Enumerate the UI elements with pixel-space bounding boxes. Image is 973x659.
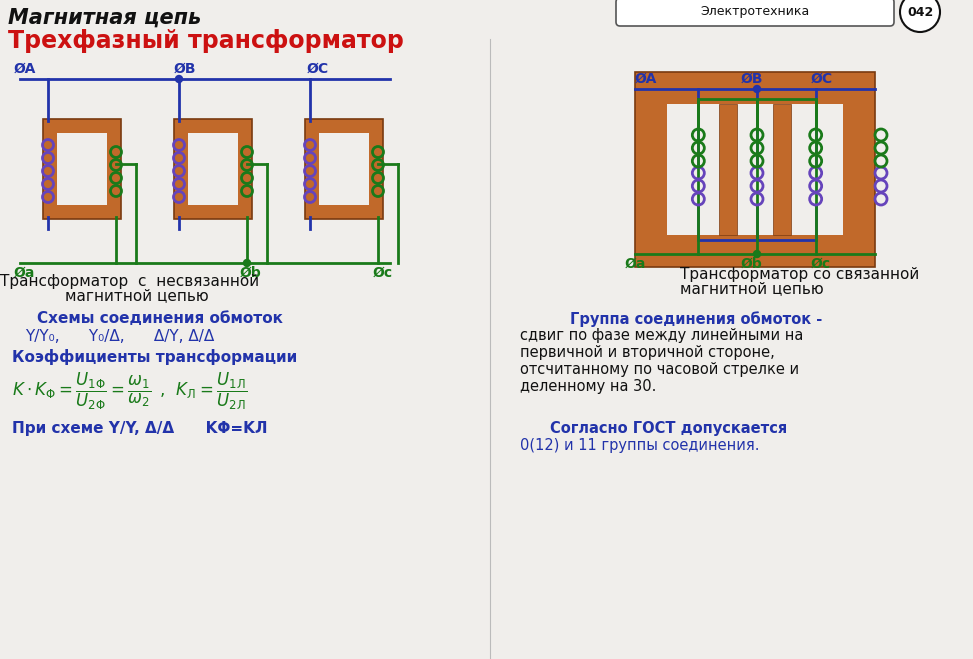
Text: Трехфазный трансформатор: Трехфазный трансформатор: [8, 29, 404, 53]
Bar: [719, 103, 737, 235]
Bar: [635, 71, 875, 266]
Bar: [667, 103, 843, 235]
Text: Группа соединения обмоток -: Группа соединения обмоток -: [570, 311, 822, 327]
Bar: [305, 119, 383, 219]
Text: магнитной цепью: магнитной цепью: [65, 288, 208, 303]
Text: 0(12) и 11 группы соединения.: 0(12) и 11 группы соединения.: [520, 438, 760, 453]
Circle shape: [243, 260, 250, 266]
Text: сдвиг по фазе между линейными на: сдвиг по фазе между линейными на: [520, 328, 804, 343]
Text: Схемы соединения обмоток: Схемы соединения обмоток: [37, 311, 283, 326]
Text: первичной и вторичной стороне,: первичной и вторичной стороне,: [520, 345, 775, 360]
Text: 042: 042: [907, 5, 933, 18]
Bar: [188, 133, 238, 205]
Bar: [319, 133, 369, 205]
Text: Øb: Øb: [240, 266, 262, 280]
Circle shape: [753, 86, 761, 92]
Circle shape: [900, 0, 940, 32]
Text: Трансформатор со связанной: Трансформатор со связанной: [680, 267, 919, 282]
Text: Магнитная цепь: Магнитная цепь: [8, 8, 201, 28]
Text: ØB: ØB: [741, 72, 764, 86]
Bar: [174, 119, 252, 219]
Text: Øa: Øa: [625, 257, 646, 271]
Text: ØA: ØA: [14, 62, 36, 76]
Text: Øa: Øa: [14, 266, 35, 280]
Bar: [43, 119, 121, 219]
Text: Электротехника: Электротехника: [701, 5, 810, 18]
Text: ØC: ØC: [811, 72, 833, 86]
Text: Øc: Øc: [373, 266, 393, 280]
Circle shape: [175, 76, 183, 82]
Bar: [774, 103, 791, 235]
Bar: [57, 133, 107, 205]
Text: ØA: ØA: [635, 72, 658, 86]
Text: ØB: ØB: [174, 62, 197, 76]
Circle shape: [753, 250, 761, 258]
FancyBboxPatch shape: [616, 0, 894, 26]
Text: деленному на 30.: деленному на 30.: [520, 379, 657, 394]
Text: ØC: ØC: [307, 62, 329, 76]
Text: отсчитанному по часовой стрелке и: отсчитанному по часовой стрелке и: [520, 362, 799, 377]
Text: $K \cdot K_\Phi = \dfrac{U_{1\Phi}}{U_{2\Phi}} = \dfrac{\omega_1}{\omega_2}$$\en: $K \cdot K_\Phi = \dfrac{U_{1\Phi}}{U_{2…: [12, 371, 247, 413]
Text: Коэффициенты трансформации: Коэффициенты трансформации: [13, 349, 298, 365]
Text: Согласно ГОСТ допускается: Согласно ГОСТ допускается: [550, 421, 787, 436]
Text: магнитной цепью: магнитной цепью: [680, 281, 823, 296]
Text: Y/Y₀,      Y₀/Δ,      Δ/Y, Δ/Δ: Y/Y₀, Y₀/Δ, Δ/Y, Δ/Δ: [25, 329, 214, 344]
Text: При схеме Y/Y, Δ/Δ      KΦ=KЛ: При схеме Y/Y, Δ/Δ KΦ=KЛ: [12, 421, 268, 436]
Text: Øc: Øc: [811, 257, 831, 271]
Text: Трансформатор  с  несвязанной: Трансформатор с несвязанной: [0, 274, 260, 289]
Text: Øb: Øb: [741, 257, 763, 271]
